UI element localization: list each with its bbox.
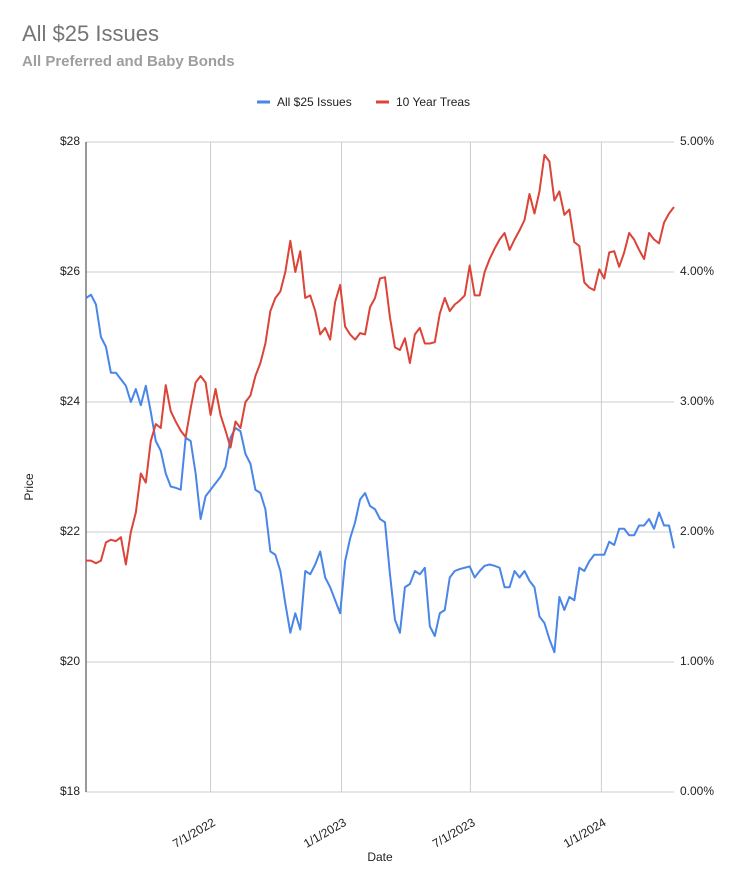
x-tick-label: 7/1/2023: [430, 815, 478, 851]
y2-tick-label: 2.00%: [680, 524, 714, 538]
y-tick-label: $20: [60, 654, 80, 668]
y-tick-label: $22: [60, 524, 80, 538]
series-line: [85, 293, 675, 654]
y-tick-label: $26: [60, 264, 80, 278]
y2-tick-label: 5.00%: [680, 134, 714, 148]
x-tick-label: 7/1/2022: [170, 815, 218, 851]
x-tick-label: 1/1/2023: [301, 815, 349, 851]
x-tick-label: 1/1/2024: [561, 815, 609, 851]
legend-label: 10 Year Treas: [396, 95, 470, 109]
y-tick-label: $24: [60, 394, 80, 408]
chart-title: All $25 Issues: [22, 21, 159, 46]
y2-tick-label: 3.00%: [680, 394, 714, 408]
series-line: [86, 154, 675, 566]
y2-tick-label: 0.00%: [680, 784, 714, 798]
y-tick-label: $18: [60, 784, 80, 798]
y-axis-title: Price: [22, 473, 36, 501]
legend-label: All $25 Issues: [277, 95, 352, 109]
y2-tick-label: 1.00%: [680, 654, 714, 668]
x-axis-title: Date: [367, 850, 393, 864]
chart-subtitle: All Preferred and Baby Bonds: [22, 53, 235, 70]
y-tick-label: $28: [60, 134, 80, 148]
y2-tick-label: 4.00%: [680, 264, 714, 278]
